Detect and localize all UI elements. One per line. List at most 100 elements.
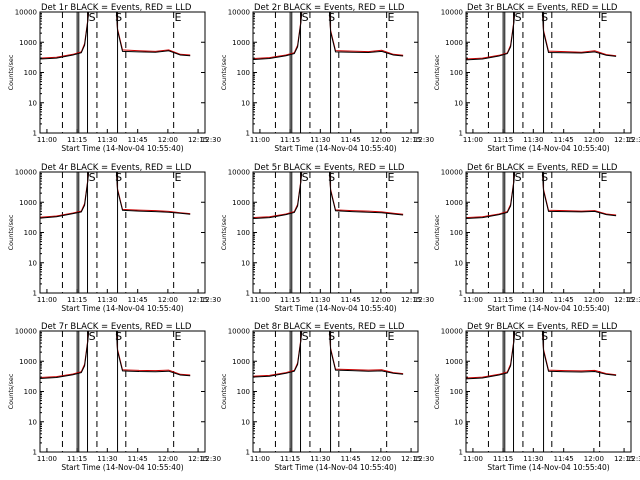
x-tick-label: 11:00 [37,136,57,144]
x-tick-label: 11:00 [463,136,483,144]
x-tick-label: 11:30 [523,455,543,463]
y-tick-label: 1 [459,449,463,457]
y-axis-label: Counts/sec [7,54,15,90]
y-tick-label: 10000 [228,328,250,336]
x-tick-label: 12:00 [371,455,391,463]
event-marker-label: E [387,11,394,24]
y-tick-label: 10000 [15,328,37,336]
y-tick-label: 10000 [441,9,463,17]
event-marker-label: S [302,11,309,24]
x-tick-label: 12:15 [188,136,208,144]
y-tick-label: 10 [241,418,250,426]
plot-frame [39,330,206,453]
x-tick-label: 11:45 [341,136,361,144]
x-tick-label: 11:45 [554,296,574,304]
series-line-events [253,12,404,60]
y-tick-label: 1000 [445,39,463,47]
event-marker-label: S [115,330,122,343]
y-tick-label: 10 [241,259,250,267]
y-tick-label: 10000 [441,169,463,177]
x-tick-label: 12:15 [614,136,634,144]
event-marker-label: S [89,11,96,24]
panel-title: Det 6r BLACK = Events, RED = LLD [467,163,618,173]
x-tick-label: 11:45 [128,296,148,304]
event-marker-label: E [387,330,394,343]
event-marker-label: S [89,171,96,184]
x-tick-label: 11:45 [128,455,148,463]
event-marker-label: S [115,11,122,24]
plot-frame [39,11,206,134]
event-marker-label: S [541,171,548,184]
x-tick-label: 12:00 [371,136,391,144]
event-marker-label: E [174,330,181,343]
y-axis-label: Counts/sec [433,214,441,250]
event-marker-label: E [600,330,607,343]
y-tick-label: 10 [454,259,463,267]
x-tick-label: 11:15 [280,455,300,463]
x-tick-label: 11:30 [523,136,543,144]
x-tick-label: 11:30 [310,296,330,304]
event-marker-label: S [541,330,548,343]
x-axis-label: Start Time (14-Nov-04 10:55:40) [61,304,183,313]
plot-frame [465,11,632,134]
x-tick-label: 11:30 [97,136,117,144]
series-line-events [466,172,617,219]
series-line-events [40,172,191,219]
y-tick-label: 10000 [228,9,250,17]
x-tick-label: 12:15 [401,136,421,144]
x-tick-label: 12:15 [188,296,208,304]
panel-title: Det 1r BLACK = Events, RED = LLD [41,3,192,13]
y-tick-label: 100 [450,69,463,77]
y-tick-label: 1 [459,130,463,138]
x-tick-label: 11:00 [463,296,483,304]
x-tick-label: 11:00 [37,296,57,304]
x-tick-label: 11:45 [554,455,574,463]
x-tick-label-extra: 12:30 [414,455,434,463]
event-marker-label: E [174,171,181,184]
x-axis-label: Start Time (14-Nov-04 10:55:40) [487,463,609,472]
event-marker-label: S [328,11,335,24]
y-tick-label: 1000 [445,199,463,207]
x-tick-label: 12:15 [401,455,421,463]
y-tick-label: 10000 [228,169,250,177]
series-line-events [253,172,404,219]
x-tick-label: 11:30 [310,136,330,144]
x-tick-label: 12:15 [188,455,208,463]
x-tick-label-extra: 12:30 [201,136,221,144]
y-tick-label: 100 [237,388,250,396]
x-tick-label: 11:15 [493,296,513,304]
y-tick-label: 10 [28,99,37,107]
x-tick-label: 11:15 [280,296,300,304]
x-tick-label: 11:15 [493,136,513,144]
plot-frame [39,171,206,294]
y-tick-label: 1000 [232,39,250,47]
y-tick-label: 1000 [19,39,37,47]
x-tick-label: 12:00 [158,296,178,304]
y-tick-label: 1 [459,290,463,298]
x-tick-label: 12:00 [584,136,604,144]
y-tick-label: 1000 [232,358,250,366]
x-axis-label: Start Time (14-Nov-04 10:55:40) [487,304,609,313]
panel-title: Det 9r BLACK = Events, RED = LLD [467,322,618,332]
event-marker-label: S [328,330,335,343]
y-tick-label: 100 [24,388,37,396]
x-axis-label: Start Time (14-Nov-04 10:55:40) [274,304,396,313]
y-tick-label: 100 [24,229,37,237]
event-marker-label: S [302,171,309,184]
x-axis-label: Start Time (14-Nov-04 10:55:40) [487,144,609,153]
x-tick-label: 12:00 [584,455,604,463]
series-line-events [466,331,617,380]
y-tick-label: 100 [450,388,463,396]
y-tick-label: 10 [454,99,463,107]
y-tick-label: 1000 [232,199,250,207]
y-axis-label: Counts/sec [433,54,441,90]
y-tick-label: 100 [237,229,250,237]
y-tick-label: 1 [246,130,250,138]
x-tick-label: 12:00 [584,296,604,304]
y-tick-label: 10 [28,259,37,267]
